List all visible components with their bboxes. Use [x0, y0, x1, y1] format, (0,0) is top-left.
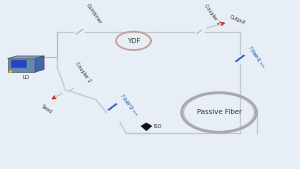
Polygon shape	[66, 87, 75, 93]
Text: Output: Output	[229, 15, 247, 26]
Polygon shape	[8, 56, 44, 59]
Text: Coupler 1: Coupler 1	[203, 3, 221, 25]
Text: 1073 nm: 1073 nm	[124, 100, 138, 117]
Text: Filter 2: Filter 2	[119, 93, 133, 110]
Text: Combiner: Combiner	[85, 3, 103, 25]
Text: ISO: ISO	[153, 124, 161, 129]
Text: Coupler 2: Coupler 2	[74, 61, 92, 83]
Text: LD: LD	[22, 75, 29, 80]
FancyBboxPatch shape	[11, 61, 26, 67]
Text: Passive Fiber: Passive Fiber	[196, 110, 242, 115]
Polygon shape	[195, 29, 204, 35]
Polygon shape	[35, 56, 44, 72]
Polygon shape	[106, 103, 119, 111]
Text: 1060 nm: 1060 nm	[251, 51, 265, 68]
Text: YDF: YDF	[127, 38, 140, 44]
Polygon shape	[8, 59, 35, 72]
Polygon shape	[234, 54, 246, 63]
Polygon shape	[141, 123, 152, 131]
Text: Filter 1: Filter 1	[247, 46, 261, 62]
Polygon shape	[74, 28, 85, 35]
Text: Seed: Seed	[40, 104, 53, 115]
